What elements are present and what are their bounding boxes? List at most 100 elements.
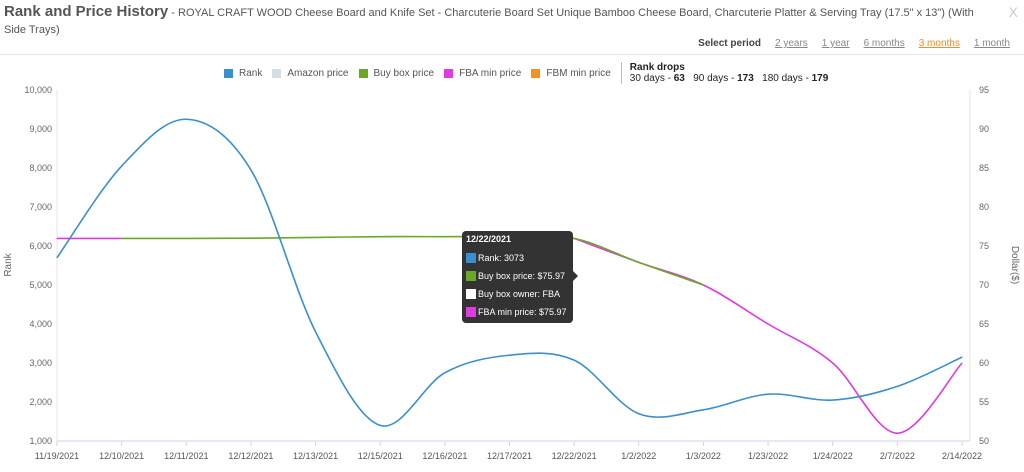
- y-left-tick: 9,000: [29, 124, 52, 134]
- data-point: [250, 169, 252, 171]
- x-tick-label: 12/15/2021: [358, 451, 403, 461]
- legend-label: FBM min price: [546, 67, 611, 79]
- x-tick-label: 12/17/2021: [487, 451, 532, 461]
- data-point: [638, 261, 640, 263]
- y-right-tick: 60: [979, 358, 989, 368]
- period-selector: Select period 2 years 1 year 6 months 3 …: [698, 38, 1010, 49]
- d90-value: 173: [737, 73, 754, 84]
- period-6-months[interactable]: 6 months: [863, 38, 905, 49]
- legend-fbm-min-price[interactable]: FBM min price: [531, 67, 611, 79]
- rank-swatch: [466, 253, 476, 263]
- data-point: [56, 237, 58, 239]
- series-rank: [56, 118, 963, 427]
- legend-rank[interactable]: Rank: [224, 68, 262, 79]
- x-tick-label: 2/7/2022: [880, 451, 915, 461]
- fba-swatch: [466, 307, 476, 317]
- data-point: [509, 354, 510, 356]
- d180-value: 179: [811, 73, 829, 84]
- y-left-tick: 5,000: [29, 280, 52, 290]
- y-left-tick: 1,000: [29, 436, 52, 446]
- y-right-tick: 65: [979, 319, 989, 329]
- y-right-tick: 85: [979, 163, 989, 173]
- legend-swatch: [224, 68, 233, 78]
- x-tick-label: 12/16/2021: [422, 451, 467, 461]
- data-point: [315, 236, 317, 238]
- period-1-year[interactable]: 1 year: [821, 38, 850, 49]
- tooltip-date: 12/22/2021: [466, 234, 512, 244]
- legend-fba-min-price[interactable]: FBA min price: [444, 68, 521, 79]
- x-tick-label: 12/10/2021: [99, 451, 144, 461]
- rank-drops-title: Rank drops: [629, 62, 685, 73]
- y-left-tick: 6,000: [29, 241, 52, 251]
- legend-swatch: [358, 68, 368, 78]
- series-fba-min-price: [573, 237, 963, 435]
- data-point: [444, 236, 446, 238]
- data-point: [896, 385, 898, 387]
- period-3-months[interactable]: 3 months: [918, 38, 960, 49]
- tooltip-owner: Buy box owner: FBA: [478, 289, 561, 299]
- legend-label: Amazon price: [287, 67, 349, 79]
- x-tick-label: 12/22/2021: [552, 451, 597, 461]
- period-1-month[interactable]: 1 month: [973, 38, 1010, 49]
- data-point: [638, 413, 640, 415]
- x-tick-label: 12/11/2021: [164, 451, 208, 461]
- close-icon[interactable]: X: [1008, 4, 1018, 20]
- owner-swatch: [466, 289, 476, 299]
- x-tick-label: 1/23/2022: [748, 451, 788, 461]
- series-buy-box-price: [121, 235, 704, 286]
- x-tick-label: 1/24/2022: [813, 451, 853, 461]
- period-label: Select period: [698, 38, 761, 49]
- data-point: [185, 118, 187, 120]
- data-point: [961, 356, 963, 358]
- legend-label: Rank: [239, 67, 263, 79]
- x-tick-label: 11/19/2021: [35, 451, 79, 461]
- d180-label: 180 days -: [762, 73, 812, 84]
- y-right-label: Dollar($): [1009, 246, 1020, 284]
- x-tick-label: 12/13/2021: [293, 451, 338, 461]
- data-point: [767, 393, 769, 395]
- y-right-tick: 50: [979, 436, 989, 446]
- x-tick-label: 12/12/2021: [228, 451, 273, 461]
- legend-buy-box-price[interactable]: Buy box price: [358, 67, 435, 79]
- d90-label: 90 days -: [693, 73, 738, 84]
- y-left-tick: 4,000: [29, 319, 52, 329]
- y-right-tick: 80: [979, 202, 989, 212]
- data-point: [250, 237, 252, 239]
- x-tick-label: 1/3/2022: [686, 451, 721, 461]
- data-point: [185, 237, 187, 239]
- legend-swatch: [272, 68, 282, 78]
- y-left-tick: 10,000: [24, 85, 52, 95]
- tooltip-buy-box: Buy box price: $75.97: [478, 271, 566, 281]
- tooltip-rank: Rank: 3073: [478, 253, 525, 263]
- data-point: [121, 237, 123, 239]
- buy-box-swatch: [466, 271, 476, 281]
- data-point: [315, 331, 317, 333]
- legend-swatch: [531, 68, 541, 78]
- data-point: [573, 237, 575, 239]
- y-left-label: Rank: [3, 252, 14, 276]
- x-tick-label: 1/2/2022: [621, 451, 656, 461]
- y-right-tick: 55: [979, 397, 989, 407]
- d30-label: 30 days -: [629, 73, 674, 84]
- y-left-tick: 3,000: [29, 358, 52, 368]
- legend-amazon-price[interactable]: Amazon price: [272, 67, 349, 79]
- chart-title: Rank and Price History - ROYAL CRAFT WOO…: [4, 4, 994, 38]
- y-right-tick: 90: [979, 124, 989, 134]
- y-right-tick: 75: [979, 241, 989, 251]
- tooltip-fba: FBA min price: $75.97: [478, 307, 567, 317]
- data-point: [702, 409, 704, 411]
- x-tick-label: 2/14/2022: [942, 451, 982, 461]
- data-point: [961, 362, 963, 364]
- y-left-tick: 2,000: [29, 397, 52, 407]
- y-left-tick: 7,000: [29, 202, 52, 212]
- legend-swatch: [444, 68, 454, 78]
- legend: Rank Amazon price Buy box price FBA min …: [224, 62, 828, 84]
- product-name: - ROYAL CRAFT WOOD Cheese Board and Knif…: [4, 7, 974, 36]
- data-point: [832, 362, 834, 364]
- data-point: [896, 432, 898, 434]
- legend-label: Buy box price: [373, 67, 435, 79]
- y-left-tick: 8,000: [29, 163, 52, 173]
- period-2-years[interactable]: 2 years: [774, 38, 808, 49]
- y-right-tick: 70: [979, 280, 989, 290]
